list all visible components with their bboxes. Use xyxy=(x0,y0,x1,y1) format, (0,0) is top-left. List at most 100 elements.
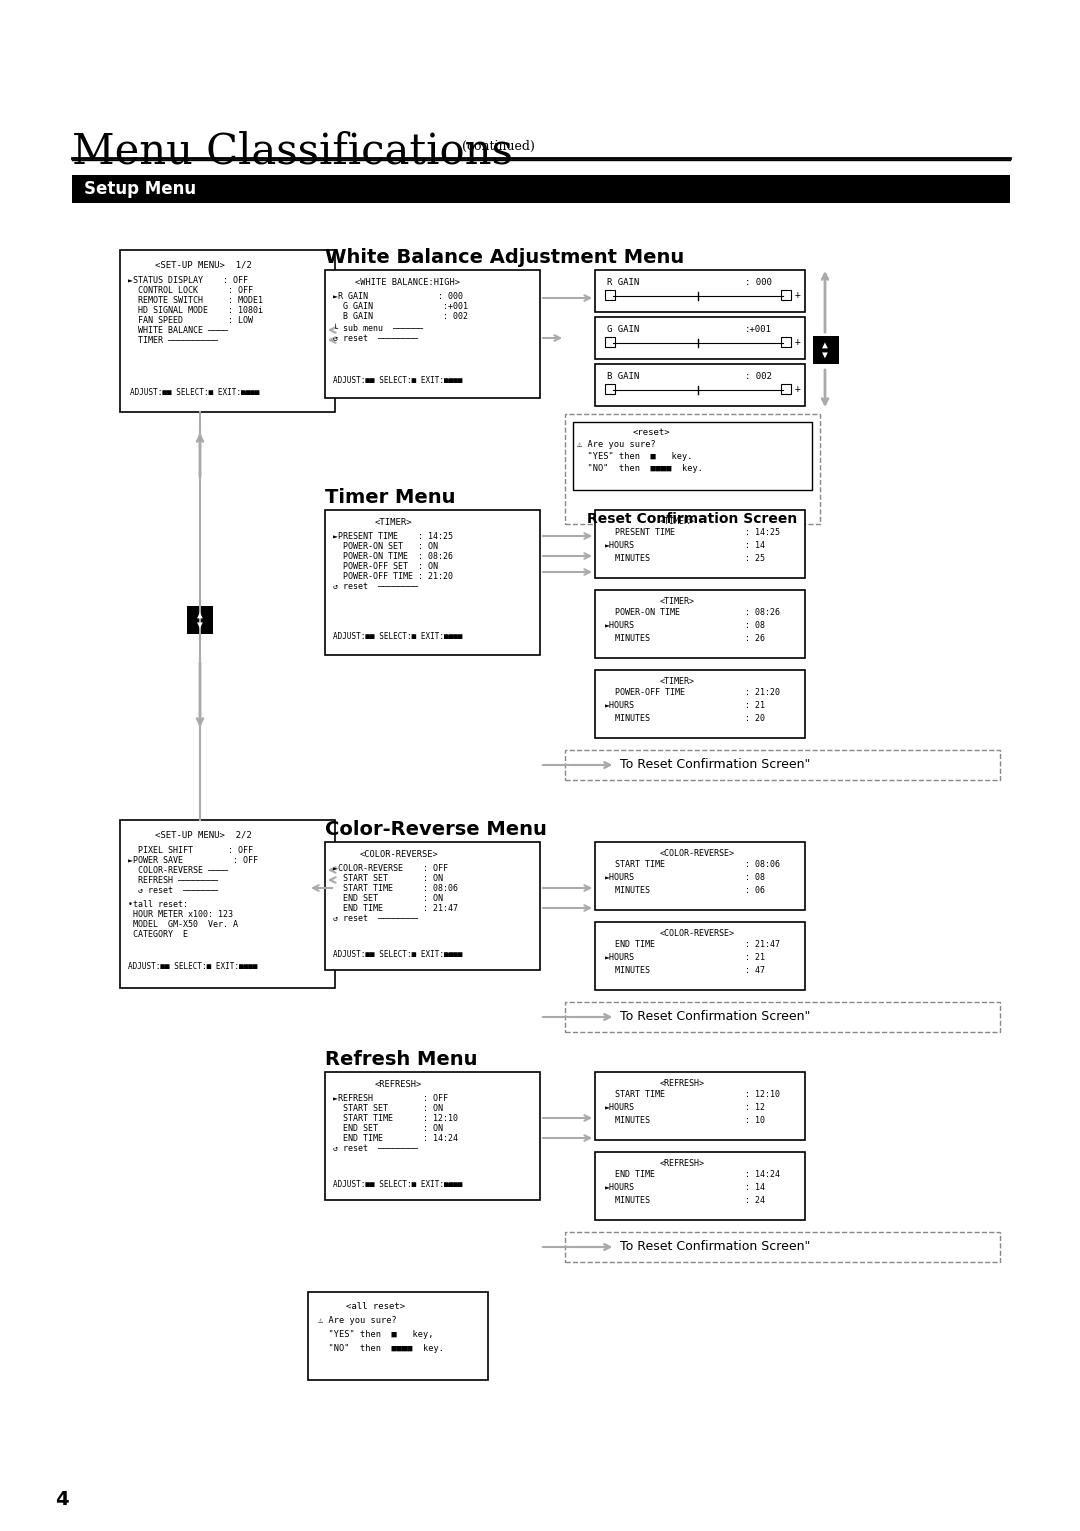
Text: ADJUST:■■ SELECT:■ EXIT:■■■■: ADJUST:■■ SELECT:■ EXIT:■■■■ xyxy=(333,1180,462,1190)
Bar xyxy=(605,289,615,300)
Text: MINUTES: MINUTES xyxy=(605,886,650,896)
Text: ▲
▼: ▲ ▼ xyxy=(197,609,203,629)
Text: ►HOURS: ►HOURS xyxy=(605,1183,635,1193)
Text: ►STATUS DISPLAY    : OFF: ►STATUS DISPLAY : OFF xyxy=(129,276,248,285)
Bar xyxy=(573,423,812,490)
Bar xyxy=(187,606,213,634)
Text: Menu Classifications: Menu Classifications xyxy=(72,130,513,171)
Text: White Balance Adjustment Menu: White Balance Adjustment Menu xyxy=(325,248,685,266)
Bar xyxy=(565,1232,1000,1262)
Text: <TIMER>: <TIMER> xyxy=(660,517,696,527)
Text: START TIME: START TIME xyxy=(605,860,665,870)
Text: Setup Menu: Setup Menu xyxy=(84,181,197,197)
Text: "NO"  then  ■■■■  key.: "NO" then ■■■■ key. xyxy=(577,464,703,473)
Text: MINUTES: MINUTES xyxy=(605,713,650,723)
Bar xyxy=(120,821,335,987)
Text: START TIME      : 12:10: START TIME : 12:10 xyxy=(333,1115,458,1124)
Text: (continued): (continued) xyxy=(462,139,535,153)
Text: ►HOURS: ►HOURS xyxy=(605,701,635,710)
Text: ADJUST:■■ SELECT:■ EXIT:■■■■: ADJUST:■■ SELECT:■ EXIT:■■■■ xyxy=(333,951,462,958)
Text: ADJUST:■■ SELECT:■ EXIT:■■■■: ADJUST:■■ SELECT:■ EXIT:■■■■ xyxy=(130,387,259,397)
Text: MINUTES: MINUTES xyxy=(605,634,650,643)
Text: <COLOR-REVERSE>: <COLOR-REVERSE> xyxy=(660,850,735,857)
Text: : 06: : 06 xyxy=(745,886,765,896)
Text: START TIME      : 08:06: START TIME : 08:06 xyxy=(333,883,458,893)
Bar xyxy=(325,510,540,655)
Text: : 12: : 12 xyxy=(745,1102,765,1112)
Bar xyxy=(565,750,1000,779)
Text: WHITE BALANCE ────: WHITE BALANCE ──── xyxy=(129,326,228,335)
Text: R GAIN: R GAIN xyxy=(607,279,639,286)
Text: Color-Reverse Menu: Color-Reverse Menu xyxy=(325,821,546,839)
Bar xyxy=(813,335,839,364)
Text: : 14: : 14 xyxy=(745,1183,765,1193)
Text: POWER-OFF TIME: POWER-OFF TIME xyxy=(605,687,685,697)
Text: POWER-ON TIME: POWER-ON TIME xyxy=(605,608,680,617)
Text: ADJUST:■■ SELECT:■ EXIT:■■■■: ADJUST:■■ SELECT:■ EXIT:■■■■ xyxy=(129,961,257,971)
Text: To Reset Confirmation Screen": To Reset Confirmation Screen" xyxy=(620,758,810,772)
Bar xyxy=(595,317,805,358)
Bar xyxy=(595,922,805,991)
Text: ►R GAIN              : 000: ►R GAIN : 000 xyxy=(333,292,463,302)
Text: : 20: : 20 xyxy=(745,713,765,723)
Text: B GAIN: B GAIN xyxy=(607,372,639,381)
Text: ►POWER SAVE          : OFF: ►POWER SAVE : OFF xyxy=(129,856,258,865)
Text: PRESENT TIME: PRESENT TIME xyxy=(605,528,675,537)
Text: : 21:47: : 21:47 xyxy=(745,940,780,949)
Text: COLOR-REVERSE ────: COLOR-REVERSE ──── xyxy=(129,867,228,876)
Text: └ sub menu  ──────: └ sub menu ────── xyxy=(333,325,423,334)
Text: : 24: : 24 xyxy=(745,1196,765,1205)
Text: : 26: : 26 xyxy=(745,634,765,643)
Text: : 21: : 21 xyxy=(745,952,765,961)
Text: "YES" then  ■   key.: "YES" then ■ key. xyxy=(577,452,692,461)
Bar xyxy=(781,384,791,393)
Text: G GAIN: G GAIN xyxy=(607,325,639,334)
Text: POWER-OFF SET  : ON: POWER-OFF SET : ON xyxy=(333,562,438,571)
Text: ⚠ Are you sure?: ⚠ Are you sure? xyxy=(577,439,656,449)
Text: ADJUST:■■ SELECT:■ EXIT:■■■■: ADJUST:■■ SELECT:■ EXIT:■■■■ xyxy=(333,632,462,641)
Text: FAN SPEED         : LOW: FAN SPEED : LOW xyxy=(129,315,253,325)
Text: END TIME        : 14:24: END TIME : 14:24 xyxy=(333,1134,458,1144)
Text: MINUTES: MINUTES xyxy=(605,1116,650,1125)
Text: :+001: :+001 xyxy=(745,325,772,334)
Text: END TIME: END TIME xyxy=(605,1170,654,1179)
Text: : 002: : 002 xyxy=(745,372,772,381)
Bar xyxy=(595,510,805,579)
Text: ↺ reset  ────────: ↺ reset ──────── xyxy=(333,914,418,923)
Text: END SET         : ON: END SET : ON xyxy=(333,1124,443,1133)
Text: END TIME: END TIME xyxy=(605,940,654,949)
Text: •tall reset:: •tall reset: xyxy=(129,900,188,909)
Text: To Reset Confirmation Screen": To Reset Confirmation Screen" xyxy=(620,1240,810,1252)
Bar xyxy=(308,1292,488,1379)
Bar xyxy=(781,337,791,348)
Text: : 21: : 21 xyxy=(745,701,765,710)
Text: ⚠ Are you sure?: ⚠ Are you sure? xyxy=(318,1317,396,1324)
Bar xyxy=(72,175,1010,204)
Text: END SET         : ON: END SET : ON xyxy=(333,894,443,903)
Text: : 08:06: : 08:06 xyxy=(745,860,780,870)
Text: START SET       : ON: START SET : ON xyxy=(333,1104,443,1113)
Text: REFRESH ────────: REFRESH ──────── xyxy=(129,876,218,885)
Text: ADJUST:■■ SELECT:■ EXIT:■■■■: ADJUST:■■ SELECT:■ EXIT:■■■■ xyxy=(333,377,462,384)
Text: B GAIN              : 002: B GAIN : 002 xyxy=(333,312,468,322)
Text: MODEL  GM-X50  Ver. A: MODEL GM-X50 Ver. A xyxy=(129,920,238,929)
Text: HOUR METER x100: 123: HOUR METER x100: 123 xyxy=(129,909,233,919)
Text: <TIMER>: <TIMER> xyxy=(375,517,413,527)
Bar xyxy=(120,250,335,412)
Text: ▲
▼: ▲ ▼ xyxy=(822,340,828,360)
Text: 4: 4 xyxy=(55,1490,69,1510)
Text: +: + xyxy=(795,289,801,300)
Text: : 47: : 47 xyxy=(745,966,765,975)
Text: : 000: : 000 xyxy=(745,279,772,286)
Bar xyxy=(595,364,805,406)
Bar xyxy=(595,269,805,312)
Bar xyxy=(565,1001,1000,1032)
Text: POWER-OFF TIME : 21:20: POWER-OFF TIME : 21:20 xyxy=(333,573,453,580)
Bar xyxy=(595,671,805,738)
Text: ►PRESENT TIME    : 14:25: ►PRESENT TIME : 14:25 xyxy=(333,531,453,540)
Text: G GAIN              :+001: G GAIN :+001 xyxy=(333,302,468,311)
Text: ►HOURS: ►HOURS xyxy=(605,622,635,629)
Text: : 08: : 08 xyxy=(745,622,765,629)
Text: : 08: : 08 xyxy=(745,873,765,882)
Text: "YES" then  ■   key,: "YES" then ■ key, xyxy=(318,1330,433,1340)
